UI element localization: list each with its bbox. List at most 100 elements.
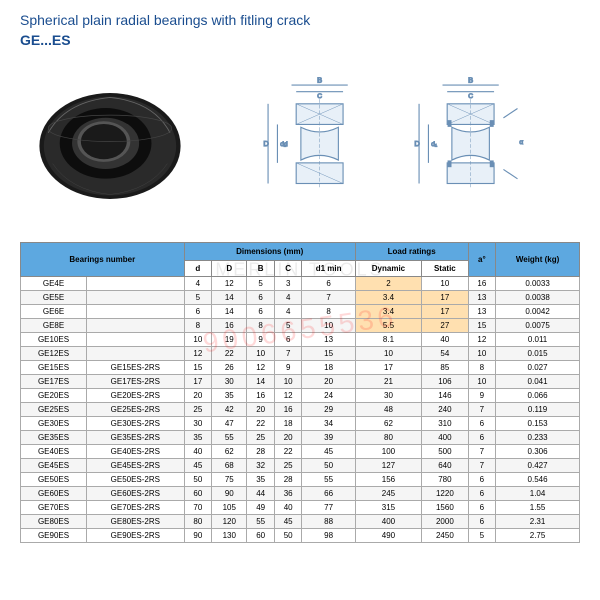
table-cell: GE80ES <box>21 515 87 529</box>
table-cell: 5 <box>184 291 212 305</box>
table-cell <box>87 347 185 361</box>
table-cell: 8 <box>302 305 355 319</box>
table-cell: 35 <box>184 431 212 445</box>
table-cell: 3 <box>274 277 302 291</box>
table-cell: 40 <box>184 445 212 459</box>
table-cell: GE15ES-2RS <box>87 361 185 375</box>
table-cell: 20 <box>302 375 355 389</box>
table-cell: 12 <box>274 389 302 403</box>
table-cell: 4 <box>274 305 302 319</box>
table-cell: 9 <box>274 361 302 375</box>
table-cell: 0.066 <box>496 389 580 403</box>
table-cell: 22 <box>212 347 247 361</box>
table-cell: 1560 <box>422 501 468 515</box>
table-row: GE5E5146473.417130.0038 <box>21 291 580 305</box>
technical-drawings: B C D d₁ d B C <box>210 71 580 221</box>
table-cell: 15 <box>184 361 212 375</box>
table-cell: 70 <box>184 501 212 515</box>
table-cell: 7 <box>468 459 496 473</box>
table-cell: 40 <box>422 333 468 347</box>
table-cell: 18 <box>274 417 302 431</box>
table-cell: 8 <box>468 361 496 375</box>
table-cell: 9 <box>247 333 275 347</box>
table-cell: 40 <box>274 501 302 515</box>
svg-text:d₁: d₁ <box>431 141 438 148</box>
table-cell: 28 <box>247 445 275 459</box>
table-cell: GE12ES <box>21 347 87 361</box>
table-cell: 18 <box>302 361 355 375</box>
table-row: GE70ESGE70ES-2RS70105494077315156061.55 <box>21 501 580 515</box>
table-cell: 14 <box>212 305 247 319</box>
table-cell: 10 <box>247 347 275 361</box>
table-cell: GE15ES <box>21 361 87 375</box>
table-cell: 20 <box>274 431 302 445</box>
table-cell: 17 <box>355 361 421 375</box>
table-cell: GE20ES <box>21 389 87 403</box>
table-cell: GE90ES <box>21 529 87 543</box>
table-row: GE4E412536210160.0033 <box>21 277 580 291</box>
table-cell: 60 <box>247 529 275 543</box>
sub-D: D <box>212 261 247 277</box>
table-cell: GE50ES <box>21 473 87 487</box>
bearing-3d-render <box>20 71 200 221</box>
sub-static: Static <box>422 261 468 277</box>
table-cell: 20 <box>247 403 275 417</box>
svg-text:D: D <box>263 139 269 148</box>
table-cell: 90 <box>212 487 247 501</box>
table-cell: 10 <box>355 347 421 361</box>
table-cell: 16 <box>468 277 496 291</box>
table-cell: 10 <box>302 319 355 333</box>
table-cell: 10 <box>422 277 468 291</box>
table-cell: 30 <box>184 417 212 431</box>
table-cell: 48 <box>355 403 421 417</box>
table-cell: 14 <box>212 291 247 305</box>
table-cell: GE70ES <box>21 501 87 515</box>
table-cell: 6 <box>468 473 496 487</box>
table-cell: 12 <box>468 333 496 347</box>
table-cell: 0.306 <box>496 445 580 459</box>
sub-d: d <box>184 261 212 277</box>
table-cell: 6 <box>468 501 496 515</box>
table-cell: GE20ES-2RS <box>87 389 185 403</box>
table-cell: 9 <box>468 389 496 403</box>
table-cell: 10 <box>468 375 496 389</box>
table-cell: GE70ES-2RS <box>87 501 185 515</box>
table-cell: GE60ES <box>21 487 87 501</box>
table-cell: 15 <box>302 347 355 361</box>
table-cell: 2000 <box>422 515 468 529</box>
table-cell: 1220 <box>422 487 468 501</box>
table-cell <box>87 291 185 305</box>
series-label: GE...ES <box>20 32 580 48</box>
table-cell: 4 <box>274 291 302 305</box>
specs-table: Bearings number Dimensions (mm) Load rat… <box>20 242 580 543</box>
table-cell: 25 <box>274 459 302 473</box>
table-cell: GE35ES <box>21 431 87 445</box>
table-row: GE6E6146483.417130.0042 <box>21 305 580 319</box>
table-cell <box>87 305 185 319</box>
table-cell: 5 <box>468 529 496 543</box>
col-dimensions: Dimensions (mm) <box>184 243 355 261</box>
page-title: Spherical plain radial bearings with fit… <box>20 12 580 28</box>
table-cell: 49 <box>247 501 275 515</box>
table-row: GE80ESGE80ES-2RS80120554588400200062.31 <box>21 515 580 529</box>
table-cell: 0.427 <box>496 459 580 473</box>
table-cell: 0.233 <box>496 431 580 445</box>
table-cell: 45 <box>274 515 302 529</box>
table-row: GE17ESGE17ES-2RS173014102021106100.041 <box>21 375 580 389</box>
table-cell: 8.1 <box>355 333 421 347</box>
table-body: GE4E412536210160.0033GE5E5146473.417130.… <box>21 277 580 543</box>
diagram-area: B C D d₁ d B C <box>20 56 580 236</box>
table-cell: 10 <box>184 333 212 347</box>
table-cell: 0.041 <box>496 375 580 389</box>
table-cell: 5.5 <box>355 319 421 333</box>
table-cell <box>87 333 185 347</box>
table-cell: 50 <box>274 529 302 543</box>
table-cell: GE40ES-2RS <box>87 445 185 459</box>
table-cell: 16 <box>212 319 247 333</box>
table-cell: 127 <box>355 459 421 473</box>
sub-B: B <box>247 261 275 277</box>
table-cell: 13 <box>468 305 496 319</box>
table-row: GE30ESGE30ES-2RS30472218346231060.153 <box>21 417 580 431</box>
table-cell: 640 <box>422 459 468 473</box>
table-cell: 34 <box>302 417 355 431</box>
